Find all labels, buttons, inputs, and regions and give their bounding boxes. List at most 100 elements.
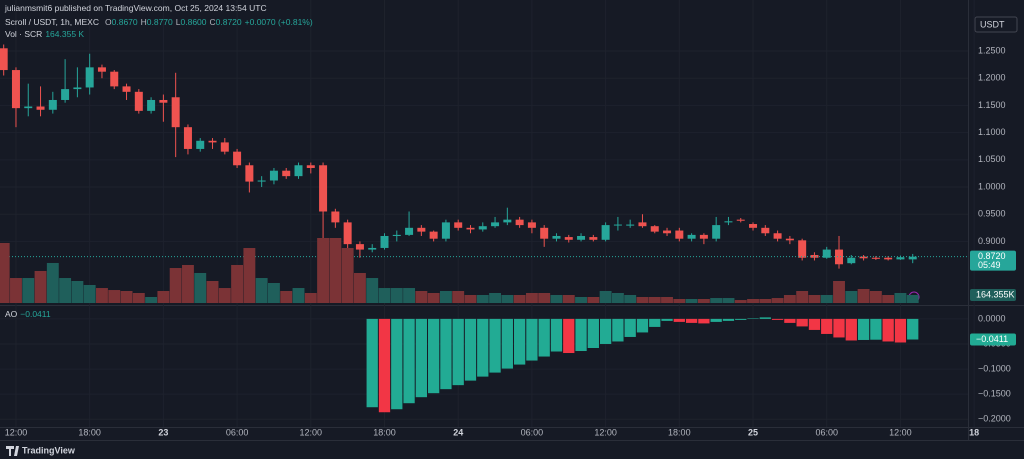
candle-body [183, 127, 192, 149]
bar [771, 318, 784, 320]
bar [526, 318, 538, 361]
y-tick-label: 0.0000 [978, 313, 1006, 323]
bar [722, 318, 735, 321]
candle-body [269, 170, 278, 181]
candle-body [319, 165, 328, 212]
bar [317, 238, 330, 303]
bar [759, 317, 771, 319]
candle-body [392, 234, 401, 236]
candle-body [245, 165, 254, 182]
candle-body [0, 48, 8, 71]
bar [46, 262, 59, 303]
bar [169, 268, 182, 303]
candle-body [11, 70, 20, 109]
candle-body [134, 91, 143, 111]
candle-body [454, 222, 463, 228]
bar [513, 294, 526, 303]
bar [882, 318, 894, 342]
candle-body [650, 226, 659, 232]
symbol-title: Scroll / USDT, 1h, MEXC [5, 17, 99, 27]
bar [329, 238, 342, 303]
bar [907, 318, 919, 340]
x-tick-label: 12:00 [300, 427, 323, 437]
x-tick-label: 12:00 [5, 427, 28, 437]
bar [71, 280, 84, 303]
x-tick-label: 18:00 [78, 427, 101, 437]
candle-body [97, 67, 106, 72]
y-tick-label: 1.0500 [978, 154, 1006, 164]
bar [538, 292, 551, 303]
candle-body [491, 222, 500, 227]
bar [747, 298, 759, 303]
bar [821, 318, 833, 334]
bar [378, 288, 391, 303]
x-tick-label: 18:00 [668, 427, 691, 437]
candle-body [368, 247, 377, 250]
bar [796, 290, 809, 303]
candle-body [712, 225, 721, 239]
bar [194, 272, 207, 303]
bar [403, 288, 416, 303]
bar [439, 290, 452, 303]
bar [280, 290, 293, 303]
bar [906, 294, 919, 303]
candle-body [294, 165, 303, 177]
currency-box[interactable] [974, 16, 1018, 33]
currency[interactable]: USDT [980, 19, 1005, 29]
bar [477, 318, 489, 377]
candle-body [663, 230, 672, 234]
bar [661, 318, 673, 321]
bar [845, 290, 858, 303]
candle-body [773, 233, 782, 239]
bar [833, 280, 845, 303]
bar [599, 290, 612, 303]
candle-body [331, 211, 340, 223]
candle-body [61, 89, 70, 100]
bar [587, 296, 600, 303]
bar [870, 318, 882, 340]
candle-body [736, 219, 745, 221]
candle-body [478, 226, 487, 230]
y-tick-label: 1.1500 [978, 100, 1006, 110]
bar [231, 264, 244, 303]
y-tick-label: −0.1000 [978, 363, 1011, 373]
candle-body [515, 219, 524, 226]
bar [538, 318, 550, 357]
candle-body [613, 224, 622, 226]
bar [685, 298, 698, 303]
bar [857, 288, 870, 303]
bar [833, 318, 845, 338]
x-tick-label: 23 [158, 427, 168, 437]
candle-body [908, 256, 917, 260]
ohlc-value: 0.8600 [180, 17, 207, 27]
bar [34, 270, 47, 303]
candle-body [429, 231, 438, 239]
candle-body [896, 257, 905, 260]
candle-body [601, 225, 610, 240]
bar [427, 318, 440, 394]
ohlc-item: L0.8600 [176, 17, 207, 27]
candle-body [257, 180, 266, 182]
x-tick-label: 18:00 [373, 427, 396, 437]
bar [525, 292, 538, 303]
bar [206, 280, 219, 303]
y-tick-label: 1.0000 [978, 181, 1006, 191]
bar [96, 288, 108, 303]
last-value-box [970, 333, 1016, 346]
ohlc-item: C0.8720 [210, 17, 242, 27]
ohlc-key: O [105, 17, 112, 27]
bar [735, 318, 747, 320]
candle-body [233, 151, 242, 166]
bar [575, 318, 587, 352]
ohlc-value: 0.8770 [146, 17, 173, 27]
x-tick-label: 24 [453, 427, 463, 437]
bar [734, 300, 747, 303]
bar [255, 278, 268, 303]
candle-body [282, 170, 291, 177]
bar [243, 248, 256, 303]
bar [759, 298, 772, 303]
ohlc-item: O0.8670 [105, 17, 138, 27]
bar [415, 318, 427, 398]
